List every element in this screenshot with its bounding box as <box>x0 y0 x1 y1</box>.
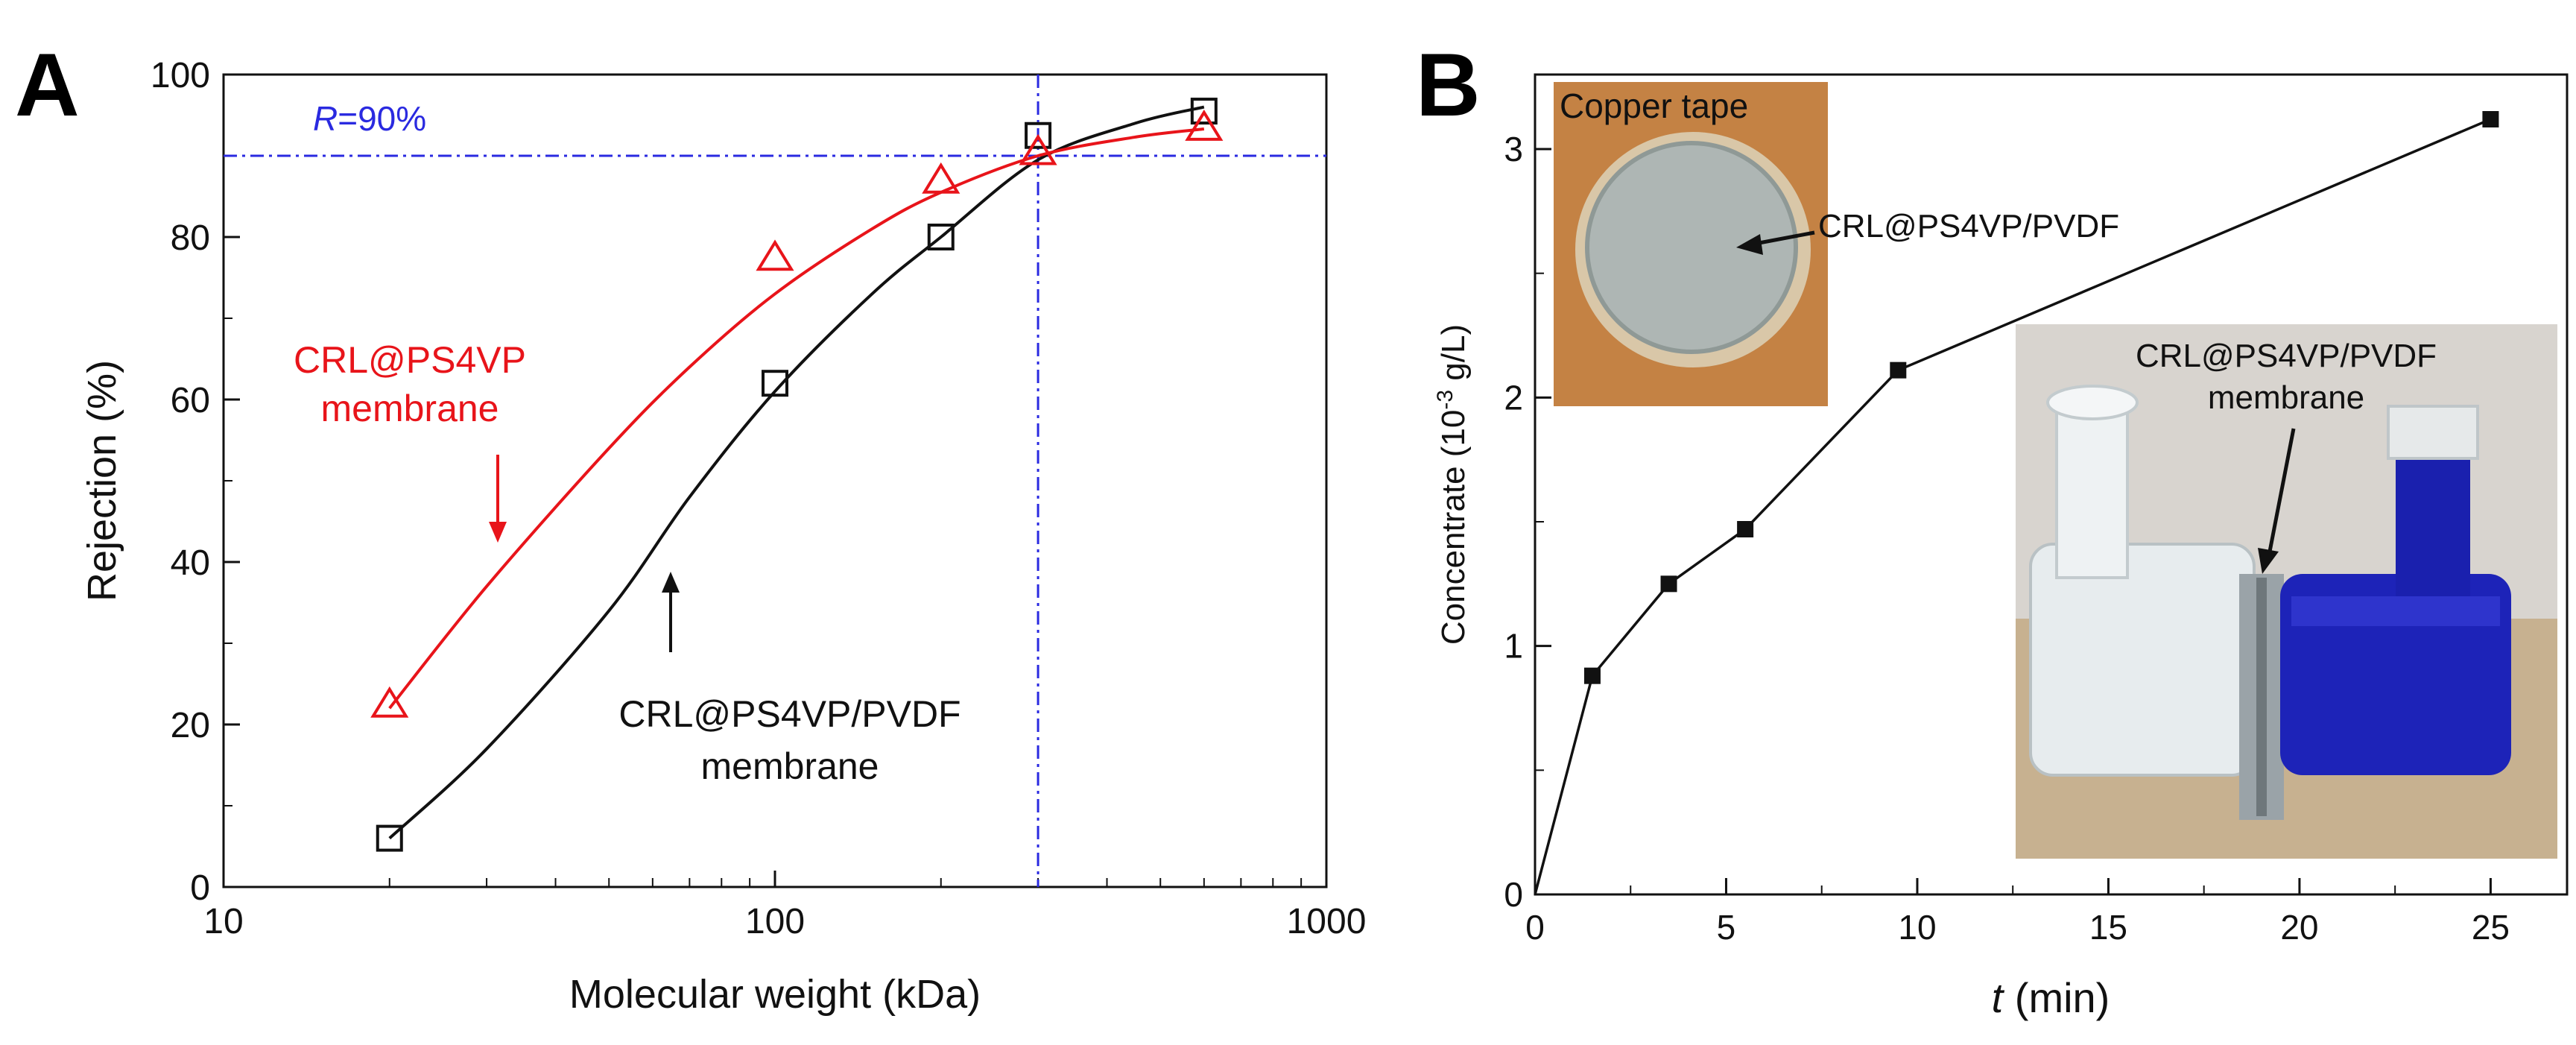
panel-b-frame <box>1534 73 2569 896</box>
panel-b-ylabel-sup: -3 <box>1433 390 1458 410</box>
x-tick-label: 25 <box>2472 908 2510 947</box>
copper-tape-label: Copper tape <box>1560 86 1748 125</box>
data-point-square <box>376 824 403 852</box>
red-series-label-line1: CRL@PS4VP <box>294 339 526 381</box>
panel-a-label: A <box>15 35 80 135</box>
data-point-square <box>762 370 788 397</box>
x-tick-label: 10 <box>1898 908 1936 947</box>
y-tick-label: 20 <box>171 706 210 745</box>
y-tick-label: 3 <box>1504 130 1523 168</box>
data-point-triangle <box>1185 110 1224 141</box>
panel-a-chart: 10 100 1000 0 20 40 60 80 100 R=90% CRL@PS4VP me… <box>80 56 1366 1017</box>
reference-label-italic: R <box>313 99 338 138</box>
y-tick-label: 1 <box>1504 627 1523 666</box>
panel-a-ylabel: Rejection (%) <box>80 360 124 602</box>
cell-label-line1: CRL@PS4VP/PVDF <box>2136 338 2437 374</box>
cell-label-line2: membrane <box>2208 379 2364 416</box>
panel-b-ylabel-main: Concentrate (10 <box>1435 410 1472 645</box>
panel-a-ticks: 10 100 1000 0 20 40 60 80 100 <box>151 56 1366 941</box>
data-point-triangle <box>370 686 409 718</box>
series-point <box>1583 667 1601 684</box>
right-chamber-highlight <box>2291 596 2500 626</box>
data-points <box>370 98 1224 852</box>
black-series-arrowhead <box>662 572 680 593</box>
series-point <box>1890 362 1907 379</box>
y-tick-label: 2 <box>1504 378 1523 417</box>
inset-photo-filtration-cell: CRL@PS4VP/PVDF membrane <box>2016 324 2557 859</box>
fit-curve-red <box>388 127 1205 710</box>
red-series-arrowhead <box>489 522 507 543</box>
panel-b-xlabel-rest: (min) <box>2003 974 2110 1021</box>
membrane-arrow <box>1750 230 1815 247</box>
panel-b-xlabel-italic: t <box>1992 974 2005 1021</box>
black-series-label-line1: CRL@PS4VP/PVDF <box>618 693 961 735</box>
left-neck-rim <box>2046 385 2139 420</box>
series-point <box>1660 575 1677 593</box>
reference-label: R=90% <box>313 99 426 138</box>
y-tick-label: 0 <box>190 868 210 908</box>
data-point-triangle <box>756 239 794 271</box>
left-neck <box>2055 405 2129 579</box>
x-tick-label: 100 <box>745 902 805 941</box>
panel-b-ylabel-tail: g/L) <box>1435 324 1472 390</box>
data-point-square <box>1025 121 1052 149</box>
x-tick-label: 10 <box>203 902 243 941</box>
series-point <box>2482 111 2499 127</box>
x-tick-label: 1000 <box>1287 902 1367 941</box>
series-point <box>1737 521 1754 537</box>
data-point-triangle <box>1019 133 1057 165</box>
right-neck <box>2396 440 2470 596</box>
clamp-inner <box>2256 578 2267 816</box>
reference-label-rest: =90% <box>338 99 426 138</box>
membrane-arrowhead <box>1736 234 1763 255</box>
x-tick-label: 5 <box>1717 908 1736 947</box>
panel-b-series <box>1534 111 2499 895</box>
membrane-disc <box>1587 143 1796 352</box>
panel-b-label: B <box>1416 35 1481 135</box>
panel-b-ticks: 0 5 10 15 20 25 0 1 2 3 <box>1504 130 2510 947</box>
reference-lines <box>224 75 1326 887</box>
y-tick-label: 0 <box>1504 875 1523 914</box>
panel-b-chart: 0 5 10 15 20 25 0 1 2 3 Copper tape CRL@PS4VP/PVD… <box>1433 73 2569 1021</box>
x-tick-label: 0 <box>1525 908 1545 947</box>
panel-a-xlabel: Molecular weight (kDa) <box>569 972 981 1017</box>
membrane-disc-edge <box>1585 141 1798 354</box>
y-tick-label: 60 <box>171 381 210 420</box>
y-tick-label: 100 <box>151 56 210 95</box>
panel-b-xlabel: t (min) <box>1992 974 2110 1021</box>
inset-photo-membrane: Copper tape CRL@PS4VP/PVDF <box>1554 82 2119 406</box>
membrane-arrow-label: CRL@PS4VP/PVDF <box>1818 208 2119 244</box>
y-tick-label: 40 <box>171 543 210 583</box>
black-series-label-line2: membrane <box>701 745 879 787</box>
right-neck-cap <box>2387 405 2479 460</box>
cell-arrowhead <box>2258 548 2279 574</box>
x-tick-label: 20 <box>2280 908 2318 947</box>
fit-curves <box>388 105 1205 840</box>
data-point-square <box>927 224 955 250</box>
cell-arrow <box>2267 428 2296 556</box>
data-point-triangle <box>922 162 961 194</box>
red-series-label-line2: membrane <box>321 388 499 429</box>
series-line <box>1534 118 2492 895</box>
x-tick-label: 15 <box>2089 908 2127 947</box>
data-point-square <box>1190 98 1218 125</box>
y-tick-label: 80 <box>171 218 210 258</box>
panel-b-ylabel: Concentrate (10-3 g/L) <box>1433 324 1472 645</box>
